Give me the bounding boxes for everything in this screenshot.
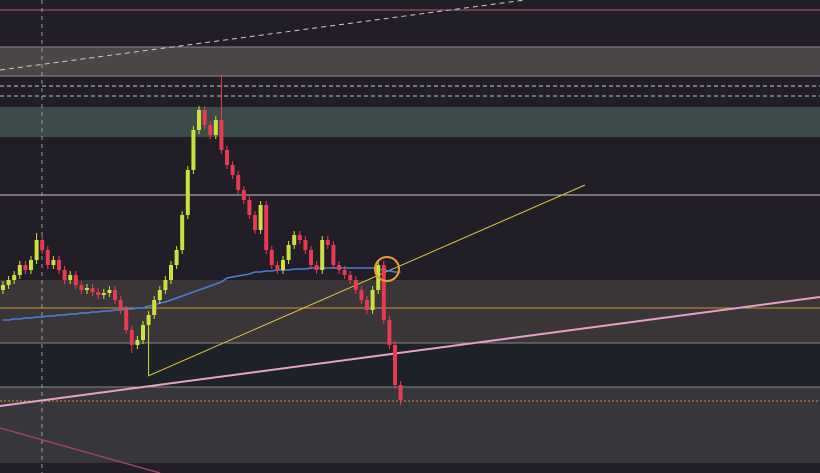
candle-body [17,265,22,275]
candle-body [135,340,140,345]
candle-body [152,300,157,315]
zone [0,280,820,343]
trend-line [0,296,820,407]
candle-body [113,290,117,300]
candle-body [275,265,280,270]
candle-body [163,280,168,290]
candle-body [40,240,45,250]
candle-body [303,240,308,250]
candle-body [359,290,364,300]
candle-body [45,250,50,265]
candle-body [146,315,151,325]
candle-body [51,260,56,265]
highlight-circle [374,256,400,282]
candle-body [129,330,134,345]
moving-average [3,267,401,321]
candle-body [247,200,252,215]
candle-body [62,270,67,280]
candle-body [1,285,5,290]
candle-body [365,300,369,310]
candle-body [297,235,302,240]
zone [0,343,820,387]
zone [0,387,820,463]
candle-body [68,275,73,280]
zone [0,47,820,76]
trend-line [0,0,526,71]
candle-body [23,265,28,270]
candle-body [169,265,173,280]
candle-body [174,250,179,265]
candle-body [253,215,257,230]
candle-body [331,245,336,265]
candle-body [241,190,246,200]
candle-body [353,280,358,290]
candle-body [101,293,106,295]
candle-body [157,290,162,300]
candle-body [79,285,84,290]
candle-body [230,165,235,175]
candle-body [398,385,403,400]
candle-body [191,130,196,170]
candle-body [219,120,224,150]
candle-body [208,125,213,135]
candle-body [213,120,218,135]
candle-body [309,250,313,265]
candle-body [197,110,201,130]
candle-body [286,245,291,260]
candle-body [264,205,269,250]
candle-body [348,275,353,280]
candle-body [236,175,241,190]
candle-body [12,275,17,280]
candle-body [57,260,61,270]
candle-body [314,265,319,270]
candle-body [258,205,263,230]
candle-body [118,300,123,310]
candle-body [85,288,89,290]
plot [1,75,403,405]
candle-body [90,288,95,292]
candle-body [6,280,11,285]
candle-body [325,240,330,245]
candle-body [393,345,397,385]
candle-body [320,240,325,270]
zone [0,107,820,137]
candle-body [269,250,274,265]
candle-body [225,150,229,165]
candle-body [337,265,341,270]
candle-body [29,260,33,270]
candle-body [73,275,78,285]
trend-line [0,427,161,473]
candle-body [124,310,129,330]
candle-body [292,235,297,245]
candle-body [107,290,112,293]
candle-body [281,260,285,270]
candle-body [370,290,375,310]
trend-line [147,184,586,377]
candle-body [381,265,386,320]
candle-body [342,270,347,275]
candle-body [34,240,39,260]
candle-body [185,170,190,215]
candle-body [202,110,207,125]
candle-body [96,292,101,295]
candle-body [141,325,145,340]
candle-body [387,320,392,345]
candle-body [180,215,185,250]
